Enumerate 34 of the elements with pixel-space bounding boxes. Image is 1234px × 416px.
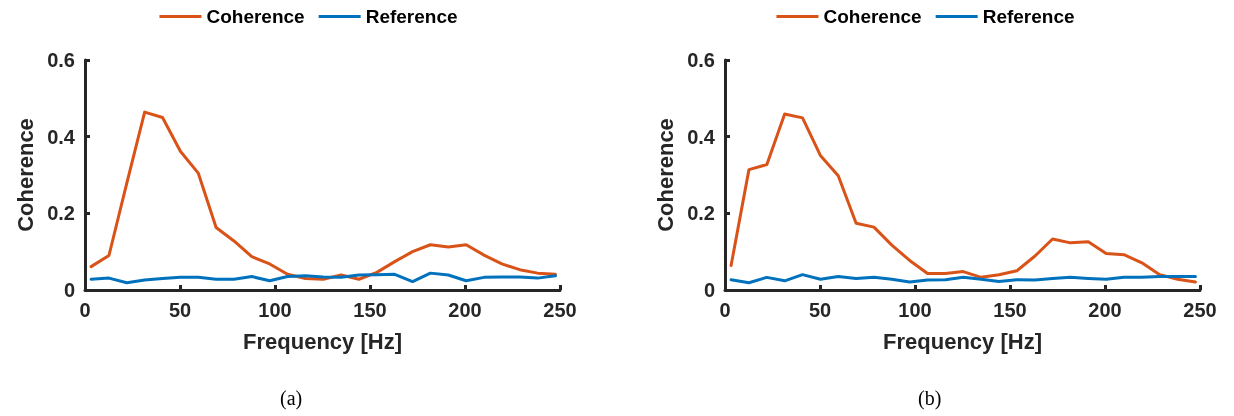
line-series	[729, 112, 1197, 284]
x-tick-label: 250	[1183, 299, 1217, 321]
text: (b)	[918, 387, 942, 410]
x-axis-title: Frequency [Hz]	[243, 328, 402, 354]
x-tick-label: 200	[448, 299, 482, 321]
x-tick-label: 150	[353, 299, 387, 321]
y-tick-label: 0.2	[687, 202, 715, 225]
legend-label: Reference	[365, 6, 458, 27]
x-tick-label: 100	[258, 299, 292, 321]
y-tick-label: 0.6	[47, 49, 75, 71]
line-series	[89, 271, 557, 285]
x-tick-label: 50	[808, 299, 832, 321]
legend-label: Coherence	[823, 6, 922, 27]
y-tick-label: 0.4	[47, 125, 76, 148]
y-tick-label: 0.2	[47, 202, 75, 225]
y-tick-label: 0	[63, 279, 75, 301]
x-tick-label: 150	[993, 299, 1027, 321]
y-tick-label: 0.4	[687, 125, 716, 148]
y-tick-label: 0	[703, 279, 715, 301]
x-tick-label: 200	[1088, 299, 1122, 321]
text: (a)	[280, 387, 303, 410]
legend-label: Reference	[982, 6, 1075, 27]
line-series	[729, 273, 1197, 285]
x-tick-label: 0	[79, 299, 91, 321]
x-tick-label: 250	[543, 299, 577, 321]
x-tick-label: 100	[898, 299, 932, 321]
legend-label: Coherence	[206, 6, 305, 27]
y-tick-label: 0.6	[687, 49, 715, 71]
y-axis-title: Coherence	[12, 118, 38, 232]
x-axis-title: Frequency [Hz]	[883, 328, 1042, 354]
line-series	[89, 110, 557, 281]
x-tick-label: 50	[168, 299, 192, 321]
x-tick-label: 0	[719, 299, 731, 321]
y-axis-title: Coherence	[652, 118, 678, 232]
